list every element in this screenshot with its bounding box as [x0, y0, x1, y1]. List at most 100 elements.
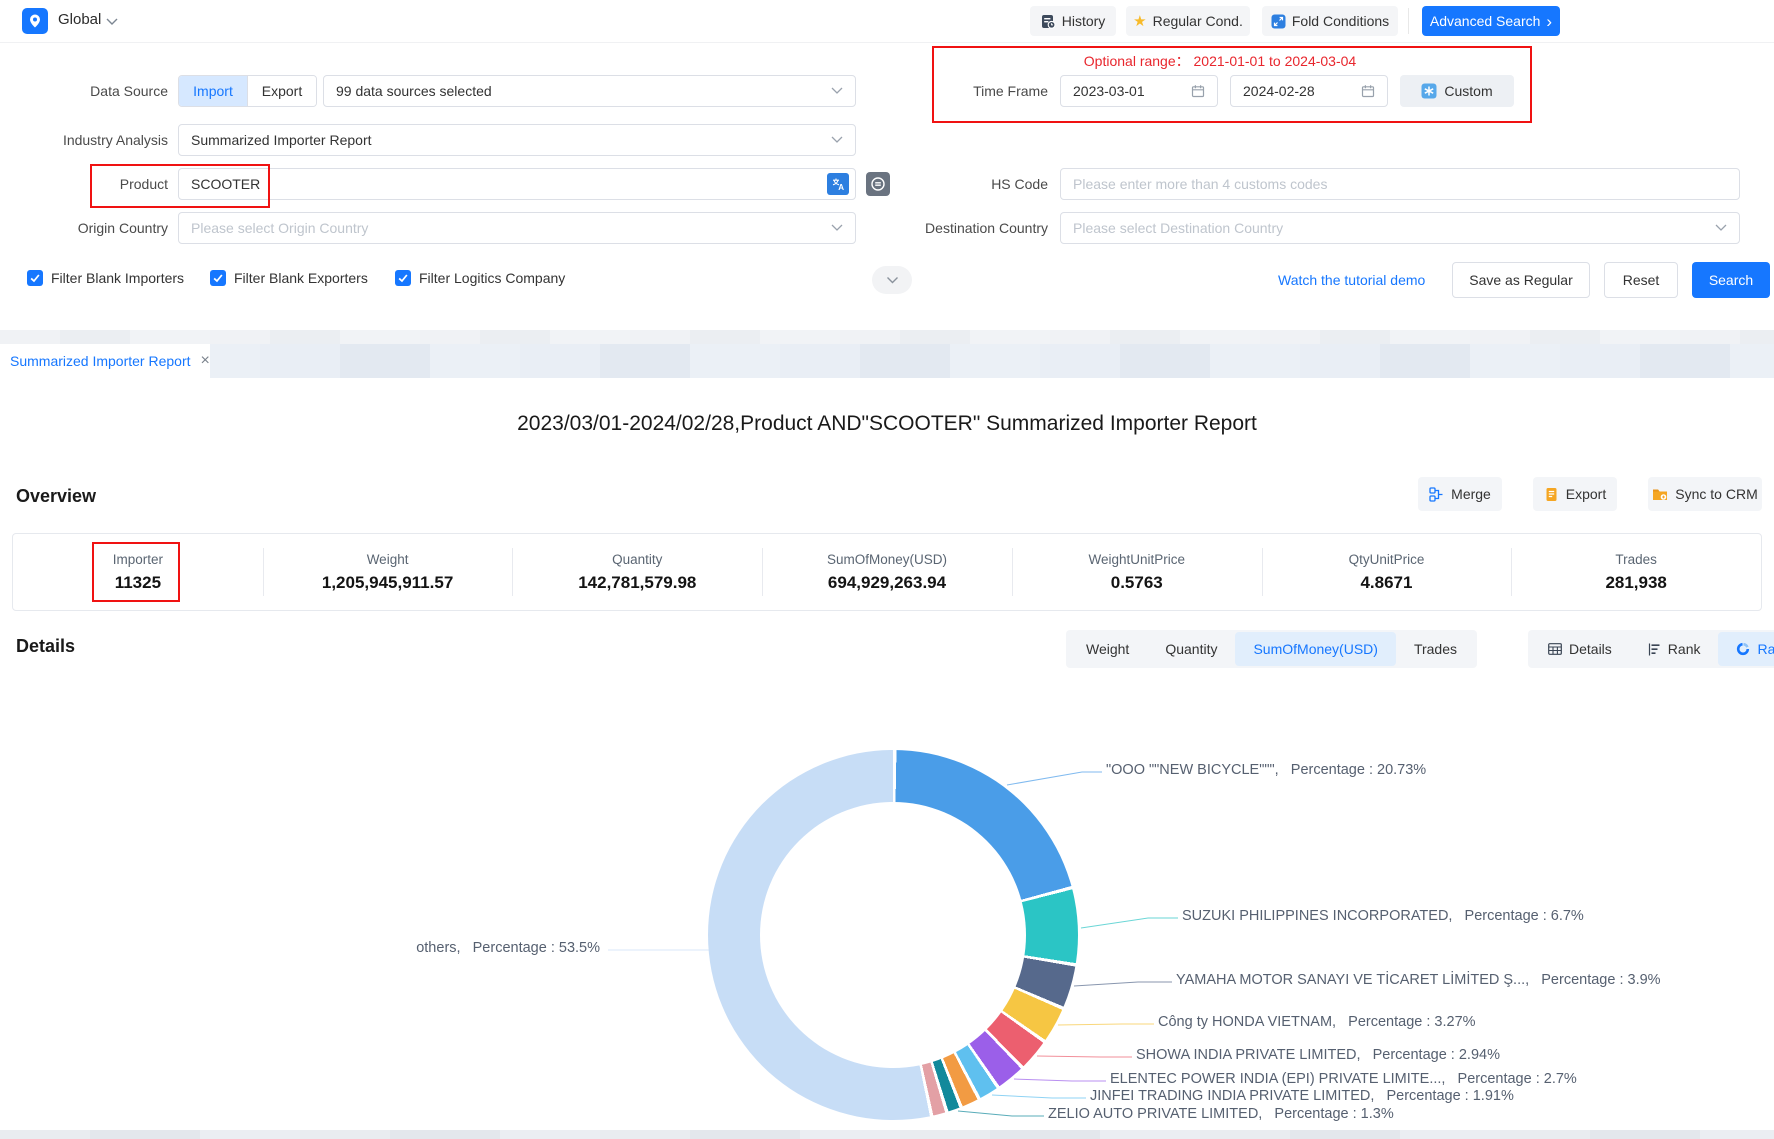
data-source-label: Data Source: [90, 83, 168, 99]
chart-label: ZELIO AUTO PRIVATE LIMITED, Percentage :…: [1048, 1106, 1394, 1122]
stat-importer[interactable]: Importer 11325: [13, 534, 263, 610]
fold-conditions-label: Fold Conditions: [1291, 13, 1390, 29]
tab-title: Summarized Importer Report: [10, 353, 191, 369]
hs-code-value[interactable]: [1061, 175, 1739, 193]
stat-weight-unit-price[interactable]: WeightUnitPrice 0.5763: [1011, 534, 1262, 610]
filter-blank-exporters-checkbox[interactable]: Filter Blank Exporters: [210, 270, 368, 286]
tab-rank-view[interactable]: Rank: [1630, 632, 1719, 666]
expand-conditions-button[interactable]: [872, 266, 912, 294]
calendar-icon: [1361, 85, 1375, 98]
stat-label: Weight: [366, 551, 409, 567]
stat-label: Importer: [112, 551, 163, 567]
report-title: 2023/03/01-2024/02/28,Product AND"SCOOTE…: [517, 412, 1257, 435]
stat-label: SumOfMoney(USD): [827, 551, 948, 567]
chart-label: JINFEI TRADING INDIA PRIVATE LIMITED, Pe…: [1090, 1088, 1514, 1104]
tutorial-demo-link[interactable]: Watch the tutorial demo: [1278, 272, 1426, 288]
hs-code-input[interactable]: [1060, 168, 1740, 200]
date-end-input[interactable]: [1230, 75, 1388, 107]
page-background-strip: [0, 330, 1774, 344]
date-start-value[interactable]: [1061, 82, 1191, 100]
chart-label: SUZUKI PHILIPPINES INCORPORATED, Percent…: [1182, 908, 1584, 924]
product-input[interactable]: A: [178, 168, 856, 200]
chart-label: "OOO ""NEW BICYCLE""", Percentage : 20.7…: [1106, 762, 1427, 778]
tab-ratio-view[interactable]: Ratio: [1718, 632, 1774, 666]
chart-label: Công ty HONDA VIETNAM, Percentage : 3.27…: [1158, 1014, 1476, 1030]
chart-connector: [1057, 1023, 1154, 1026]
merge-button[interactable]: Merge: [1418, 477, 1502, 511]
chart-connector: [991, 1094, 1086, 1099]
filter-logistics-company-checkbox[interactable]: Filter Logitics Company: [395, 270, 565, 286]
tab-rank-label: Rank: [1667, 641, 1701, 657]
sync-to-crm-button[interactable]: Sync to CRM: [1648, 477, 1762, 511]
checkbox-checked-icon[interactable]: [395, 270, 411, 286]
save-as-regular-button[interactable]: Save as Regular: [1452, 262, 1590, 298]
top-bar: Global History ★ Regular Cond. Fold Cond…: [0, 0, 1774, 43]
topbar-divider: [1408, 8, 1409, 34]
fuzzy-match-icon[interactable]: [866, 172, 890, 196]
star-icon: ★: [1133, 13, 1147, 30]
history-button[interactable]: History: [1030, 6, 1116, 36]
stat-label: Trades: [1615, 551, 1657, 567]
stat-quantity[interactable]: Quantity 142,781,579.98: [512, 534, 762, 610]
overview-heading: Overview: [16, 486, 97, 506]
rank-icon: [1648, 643, 1660, 655]
filter-blank-importers-checkbox[interactable]: Filter Blank Importers: [27, 270, 184, 286]
chart-connector: [957, 1110, 1044, 1117]
next-section-edge: [0, 1130, 1774, 1139]
date-end-value[interactable]: [1231, 82, 1361, 100]
checkbox-label: Filter Logitics Company: [419, 270, 566, 286]
origin-country-select[interactable]: Please select Origin Country: [178, 212, 856, 244]
translate-icon[interactable]: A: [827, 173, 849, 195]
chart-connector: [1036, 1055, 1132, 1058]
time-frame-label: Time Frame: [973, 83, 1048, 99]
chart-connector: [1073, 981, 1172, 987]
tab-sum-of-money[interactable]: SumOfMoney(USD): [1235, 632, 1396, 666]
fold-conditions-button[interactable]: Fold Conditions: [1262, 6, 1398, 36]
export-file-icon: [1546, 487, 1557, 501]
checkbox-checked-icon[interactable]: [27, 270, 43, 286]
tab-trades[interactable]: Trades: [1413, 641, 1457, 657]
search-button[interactable]: Search: [1692, 262, 1770, 298]
origin-country-placeholder: Please select Origin Country: [191, 220, 369, 236]
data-sources-value: 99 data sources selected: [336, 83, 492, 99]
stat-sum-of-money[interactable]: SumOfMoney(USD) 694,929,263.94: [762, 534, 1012, 610]
tab-details-label: Details: [1569, 641, 1612, 657]
chart-label: YAMAHA MOTOR SANAYI VE TİCARET LİMİTED Ş…: [1176, 972, 1661, 988]
stat-value: 281,938: [1605, 572, 1667, 592]
stat-weight[interactable]: Weight 1,205,945,911.57: [262, 534, 513, 610]
region-selector-label[interactable]: Global: [58, 11, 102, 28]
tab-quantity[interactable]: Quantity: [1165, 641, 1218, 657]
chart-connector: [1013, 1078, 1106, 1082]
tab-summarized-importer-report[interactable]: Summarized Importer Report ×: [0, 344, 210, 378]
metric-tab-group: Weight Quantity SumOfMoney(USD) Trades: [1066, 630, 1477, 668]
export-button[interactable]: Export: [1533, 477, 1617, 511]
data-sources-select[interactable]: 99 data sources selected: [323, 75, 856, 107]
destination-country-select[interactable]: Please select Destination Country: [1060, 212, 1740, 244]
sync-to-crm-label: Sync to CRM: [1675, 486, 1758, 502]
history-icon: [1041, 14, 1056, 29]
stat-qty-unit-price[interactable]: QtyUnitPrice 4.8671: [1261, 534, 1512, 610]
tab-details-view[interactable]: Details: [1530, 632, 1630, 666]
destination-country-placeholder: Please select Destination Country: [1073, 220, 1284, 236]
product-value[interactable]: [179, 175, 827, 193]
chevron-down-icon[interactable]: [106, 18, 118, 26]
stat-trades[interactable]: Trades 281,938: [1511, 534, 1761, 610]
checkbox-checked-icon[interactable]: [210, 270, 226, 286]
view-tab-group: Details Rank Ratio: [1528, 630, 1774, 668]
advanced-search-button[interactable]: Advanced Search ›: [1422, 6, 1560, 36]
export-toggle[interactable]: Export: [247, 76, 316, 106]
industry-analysis-select[interactable]: Summarized Importer Report: [178, 124, 856, 156]
data-source-toggle: Import Export: [178, 75, 317, 107]
stat-label: QtyUnitPrice: [1348, 551, 1425, 567]
custom-range-button[interactable]: Custom: [1400, 75, 1514, 107]
reset-button[interactable]: Reset: [1604, 262, 1678, 298]
tab-weight[interactable]: Weight: [1086, 641, 1130, 657]
date-start-input[interactable]: [1060, 75, 1218, 107]
import-toggle[interactable]: Import: [179, 76, 247, 106]
stat-value: 1,205,945,911.57: [321, 572, 454, 592]
regular-cond-button[interactable]: ★ Regular Cond.: [1126, 6, 1250, 36]
merge-icon: [1429, 486, 1443, 502]
checkbox-label: Filter Blank Exporters: [234, 270, 368, 286]
globe-pin-icon[interactable]: [22, 8, 48, 34]
close-icon[interactable]: ×: [200, 352, 210, 369]
